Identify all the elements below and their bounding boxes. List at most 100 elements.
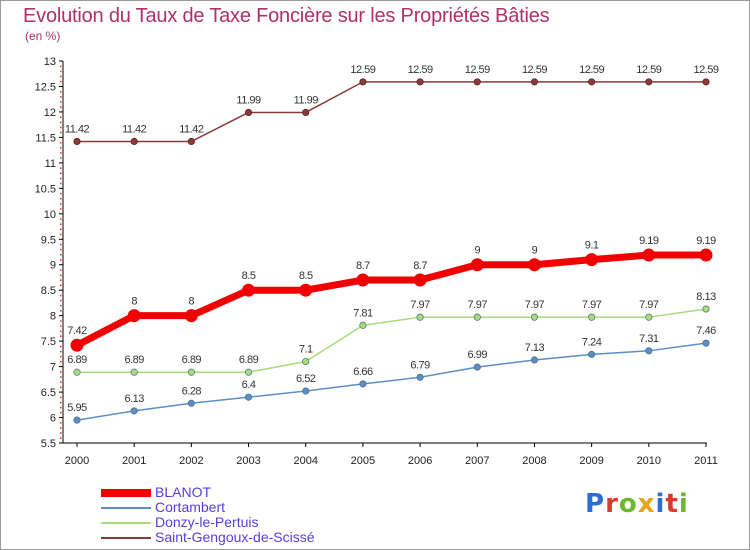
y-minor-tick	[60, 233, 62, 236]
data-point	[130, 137, 138, 146]
legend-swatch-blanot	[101, 489, 151, 497]
data-label: 8.5	[242, 270, 256, 282]
y-minor-tick	[60, 284, 62, 287]
data-label: 7.24	[582, 336, 602, 348]
data-point	[302, 108, 310, 116]
x-tick-label: 2006	[408, 455, 432, 467]
data-point	[588, 313, 596, 321]
y-minor-tick	[60, 345, 62, 348]
data-label: 12.59	[465, 64, 490, 76]
legend-label-cortambert: Cortambert	[155, 499, 226, 515]
x-tick-label: 2008	[522, 455, 546, 467]
data-label: 12.59	[522, 64, 547, 76]
x-tick-label: 2003	[236, 455, 260, 467]
data-point	[127, 309, 141, 323]
y-tick-label: 13	[44, 56, 56, 68]
y-tick-label: 6.5	[41, 387, 56, 399]
y-minor-tick	[60, 167, 62, 169]
y-minor-tick	[60, 330, 62, 332]
legend-swatch-donzy	[101, 522, 151, 524]
y-minor-tick	[60, 96, 62, 98]
data-label: 12.59	[579, 64, 604, 76]
data-label: 11.99	[236, 94, 261, 106]
data-label: 12.59	[350, 64, 375, 76]
y-minor-tick	[60, 101, 62, 103]
y-minor-tick	[60, 406, 62, 409]
data-point	[645, 78, 653, 86]
data-point	[302, 387, 310, 395]
y-minor-tick	[60, 422, 62, 424]
data-point	[187, 137, 195, 146]
y-tick-label: 7.5	[41, 336, 56, 348]
y-minor-tick	[60, 157, 62, 159]
data-label: 8.13	[696, 291, 716, 303]
y-minor-tick	[60, 80, 62, 83]
y-tick-label: 5.5	[41, 438, 56, 450]
y-minor-tick	[60, 350, 62, 353]
data-label: 6.4	[242, 379, 256, 391]
data-point	[473, 363, 481, 371]
x-tick-label: 2004	[293, 455, 317, 467]
series-line-1	[76, 342, 707, 421]
data-point	[130, 407, 138, 415]
data-label: 7.97	[468, 299, 488, 311]
y-minor-tick	[60, 401, 62, 404]
y-minor-tick	[60, 121, 62, 124]
y-minor-tick	[60, 177, 62, 180]
y-minor-tick	[60, 381, 62, 383]
data-label: 8	[131, 296, 137, 308]
data-point	[702, 78, 710, 86]
legend-label-donzy: Donzy-le-Pertuis	[155, 514, 259, 530]
data-point	[470, 258, 484, 272]
y-minor-tick	[60, 243, 62, 246]
data-label: 11.42	[65, 123, 90, 135]
y-minor-tick	[60, 254, 62, 256]
y-minor-tick	[60, 320, 62, 322]
data-point	[244, 108, 253, 116]
data-point	[645, 313, 653, 321]
data-point	[416, 313, 424, 321]
x-tick-label: 2002	[179, 455, 203, 467]
data-point	[702, 305, 710, 313]
data-label: 9.19	[696, 235, 716, 247]
data-point	[585, 253, 599, 267]
unit-label: (en %)	[25, 29, 61, 43]
data-label: 12.59	[636, 64, 661, 76]
data-label: 6.89	[239, 354, 259, 366]
data-label: 12.59	[693, 64, 718, 76]
data-point	[359, 321, 367, 329]
proxiti-logo: Proxiti	[585, 489, 689, 519]
data-label: 8.7	[356, 260, 370, 272]
y-minor-tick	[60, 335, 62, 338]
data-point	[416, 373, 424, 381]
data-point	[588, 78, 596, 86]
y-minor-tick	[60, 141, 62, 144]
data-point	[187, 368, 195, 376]
y-minor-tick	[60, 106, 62, 108]
y-minor-tick	[60, 294, 62, 297]
y-minor-tick	[60, 437, 62, 439]
data-point	[473, 313, 481, 321]
data-label: 6.89	[182, 354, 202, 366]
y-minor-tick	[60, 208, 62, 210]
series-line-3	[77, 81, 706, 143]
data-label: 7.97	[639, 299, 659, 311]
data-point	[302, 357, 310, 366]
data-point	[356, 273, 370, 287]
y-minor-tick	[60, 203, 62, 205]
x-tick-label: 2009	[579, 455, 603, 467]
y-minor-tick	[60, 218, 62, 220]
y-minor-tick	[60, 432, 62, 434]
data-label: 12.59	[408, 64, 433, 76]
y-minor-tick	[60, 70, 62, 73]
data-point	[645, 347, 653, 355]
x-tick-label: 2007	[465, 455, 489, 467]
data-point	[530, 356, 539, 364]
y-minor-tick	[60, 147, 62, 149]
data-point	[70, 338, 84, 352]
chart-title: Evolution du Taux de Taxe Foncière sur l…	[23, 5, 550, 27]
y-minor-tick	[60, 192, 62, 195]
legend-swatch-saint-gengoux	[101, 537, 151, 539]
data-label: 7.46	[696, 325, 716, 337]
data-label: 6.89	[124, 354, 144, 366]
